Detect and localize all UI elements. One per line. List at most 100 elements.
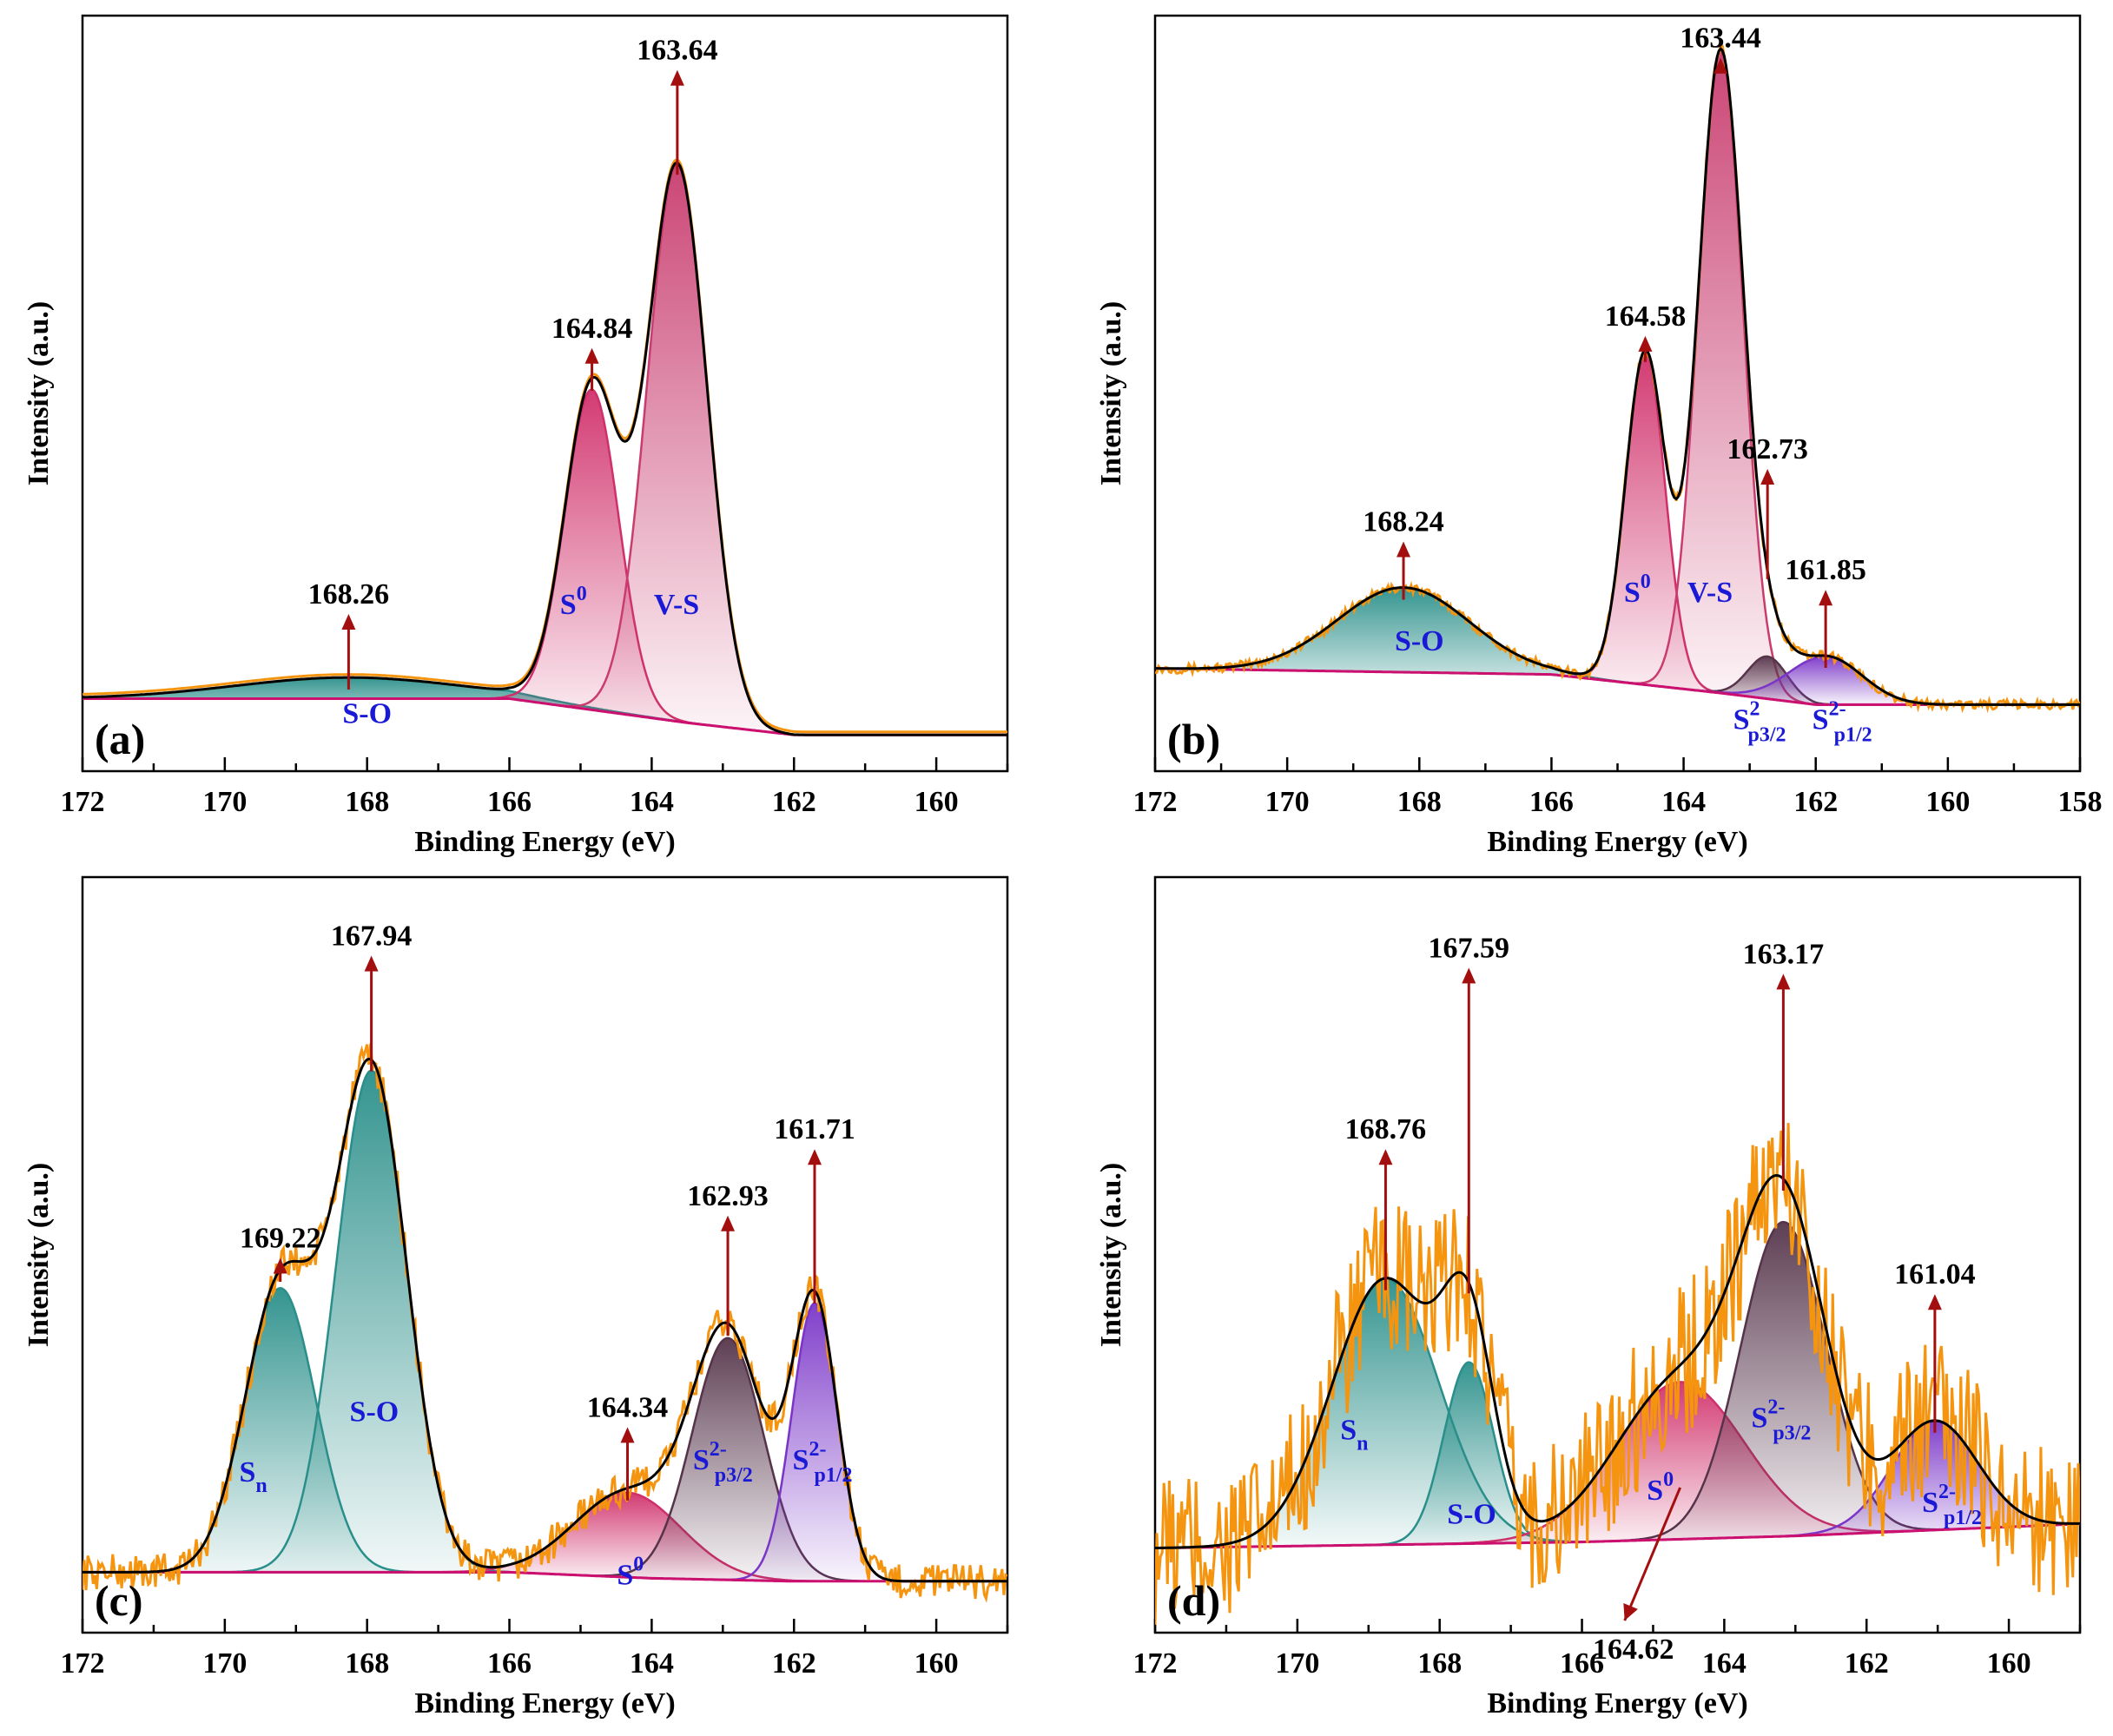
x-tick-label: 158 [2058,786,2103,818]
x-tick-label: 164 [1702,1647,1747,1680]
peak-value-label: 168.24 [1363,506,1444,538]
peak-value-label: 164.34 [587,1391,669,1423]
peak-value-label: 163.64 [637,35,718,67]
x-tick-label: 162 [1793,786,1838,818]
fitted-envelope-line [83,161,1007,736]
peak-value-label: 162.73 [1727,433,1808,465]
x-tick-label: 172 [61,1647,105,1680]
peak-arrowhead [1462,967,1476,984]
x-tick-label: 160 [915,786,959,818]
component-label: V-S [654,589,699,621]
x-tick-label: 160 [1925,786,1970,818]
peak-arrowhead [1760,469,1775,485]
x-tick-label: 170 [202,786,247,818]
peak-arrowhead [1714,57,1728,74]
fitted-envelope-line [83,1057,1007,1583]
component-label: S0 [560,583,587,621]
component-label: S-O [1395,625,1444,657]
peak-arrowhead [1776,974,1791,990]
x-axis-title: Binding Energy (eV) [414,1687,675,1719]
plot-area [1155,41,2080,714]
background-line [83,697,1007,736]
x-tick-label: 170 [1275,1647,1319,1680]
peak-value-label: 167.59 [1429,932,1510,964]
peak-value-label: 163.44 [1680,23,1761,55]
component-label: S2-p3/2 [693,1438,753,1487]
peak-value-label: 161.71 [774,1113,855,1145]
peak-arrowhead [584,347,599,364]
x-tick-label: 166 [487,1647,532,1680]
component-label: S2-p1/2 [1922,1481,1982,1529]
peak-arrowhead [721,1215,736,1231]
x-tick-label: 164 [630,1647,674,1680]
fitted-envelope-line [1155,1173,2080,1549]
x-tick-label: 166 [1529,786,1574,818]
peak-arrow [1623,1487,1681,1621]
peak-value-label: 168.26 [308,578,390,611]
component-label: S2-p1/2 [793,1438,853,1487]
peak-value-label: 161.04 [1894,1258,1976,1290]
chart-panel-1: 172 170 168 166 164 162 160 Binding Energy (eV)… [23,14,1009,858]
x-tick-label: 168 [1397,786,1442,818]
component-label: V-S [1687,577,1733,609]
x-axis-title: Binding Energy (eV) [1487,826,1747,858]
chart-panel-3: 172 170 168 166 164 162 160 Binding Energy (eV)… [23,875,1009,1719]
background-line [1155,1522,2080,1550]
y-axis-title: Intensity (a.u.) [23,1163,55,1348]
x-tick-label: 172 [61,786,105,818]
y-axis-title: Intensity (a.u.) [1095,1163,1127,1348]
peak-arrowhead [1638,335,1653,352]
peak-value-label: 164.62 [1593,1634,1674,1666]
peak-value-label: 164.84 [551,313,633,345]
peak-arrowhead [341,614,356,630]
component-label: S0 [617,1553,644,1591]
x-tick-label: 162 [1845,1647,1889,1680]
panel-label: (c) [95,1576,143,1625]
panel-label: (a) [95,715,145,763]
panel-label: (b) [1167,715,1220,763]
component-label: S2-p1/2 [1813,697,1872,746]
peak-value-label: 169.22 [240,1222,321,1254]
x-tick-label: 172 [1133,786,1178,818]
peak-arrowhead [1397,541,1411,558]
component-label: S2 p3/2 [1733,697,1786,746]
peak-value-label: 161.85 [1785,554,1866,586]
x-axis-title: Binding Energy (eV) [1487,1687,1747,1719]
x-tick-label: 168 [1417,1647,1462,1680]
peak-value-label: 168.76 [1345,1113,1427,1145]
plot-area [83,1043,1007,1603]
plot-area [83,158,1007,736]
x-tick-label: 166 [1560,1647,1604,1680]
plot-frame [81,14,1009,773]
component-label: S-O [350,1396,399,1428]
peak-value-label: 163.17 [1743,938,1825,970]
plot-frame [81,875,1009,1634]
chart-panel-4: 172 170 168 166 164 162 160 Binding Energy (eV)… [1095,875,2082,1719]
y-axis-title: Intensity (a.u.) [1095,301,1127,486]
component-label: Sn [239,1456,267,1497]
peak-arrowhead [1927,1294,1942,1310]
x-tick-label: 166 [487,786,532,818]
x-tick-label: 162 [772,1647,816,1680]
peak-arrowhead [273,1257,287,1274]
peak-arrowhead [807,1149,822,1165]
x-tick-label: 160 [1987,1647,2031,1680]
x-tick-label: 168 [345,1647,389,1680]
chart-panel-2: 172 170 168 166 164 162 160 158 Binding Energy (… [1095,14,2103,858]
x-tick-label: 164 [1661,786,1706,818]
peak-value-label: 167.94 [331,920,413,952]
peak-arrowhead [620,1427,635,1443]
component-label: Sn [1340,1414,1368,1455]
x-tick-label: 164 [630,786,674,818]
x-tick-label: 170 [1265,786,1310,818]
x-tick-label: 170 [202,1647,247,1680]
plot-frame [1153,875,2082,1634]
peak-arrowhead [1623,1603,1638,1621]
component-label: S-O [1447,1499,1496,1531]
peak-arrowhead [1378,1149,1393,1165]
component-peak-sn [83,1287,1007,1583]
background-line [83,1570,1007,1583]
peak-arrowhead [670,69,684,86]
peak-arrowhead [1819,590,1833,606]
